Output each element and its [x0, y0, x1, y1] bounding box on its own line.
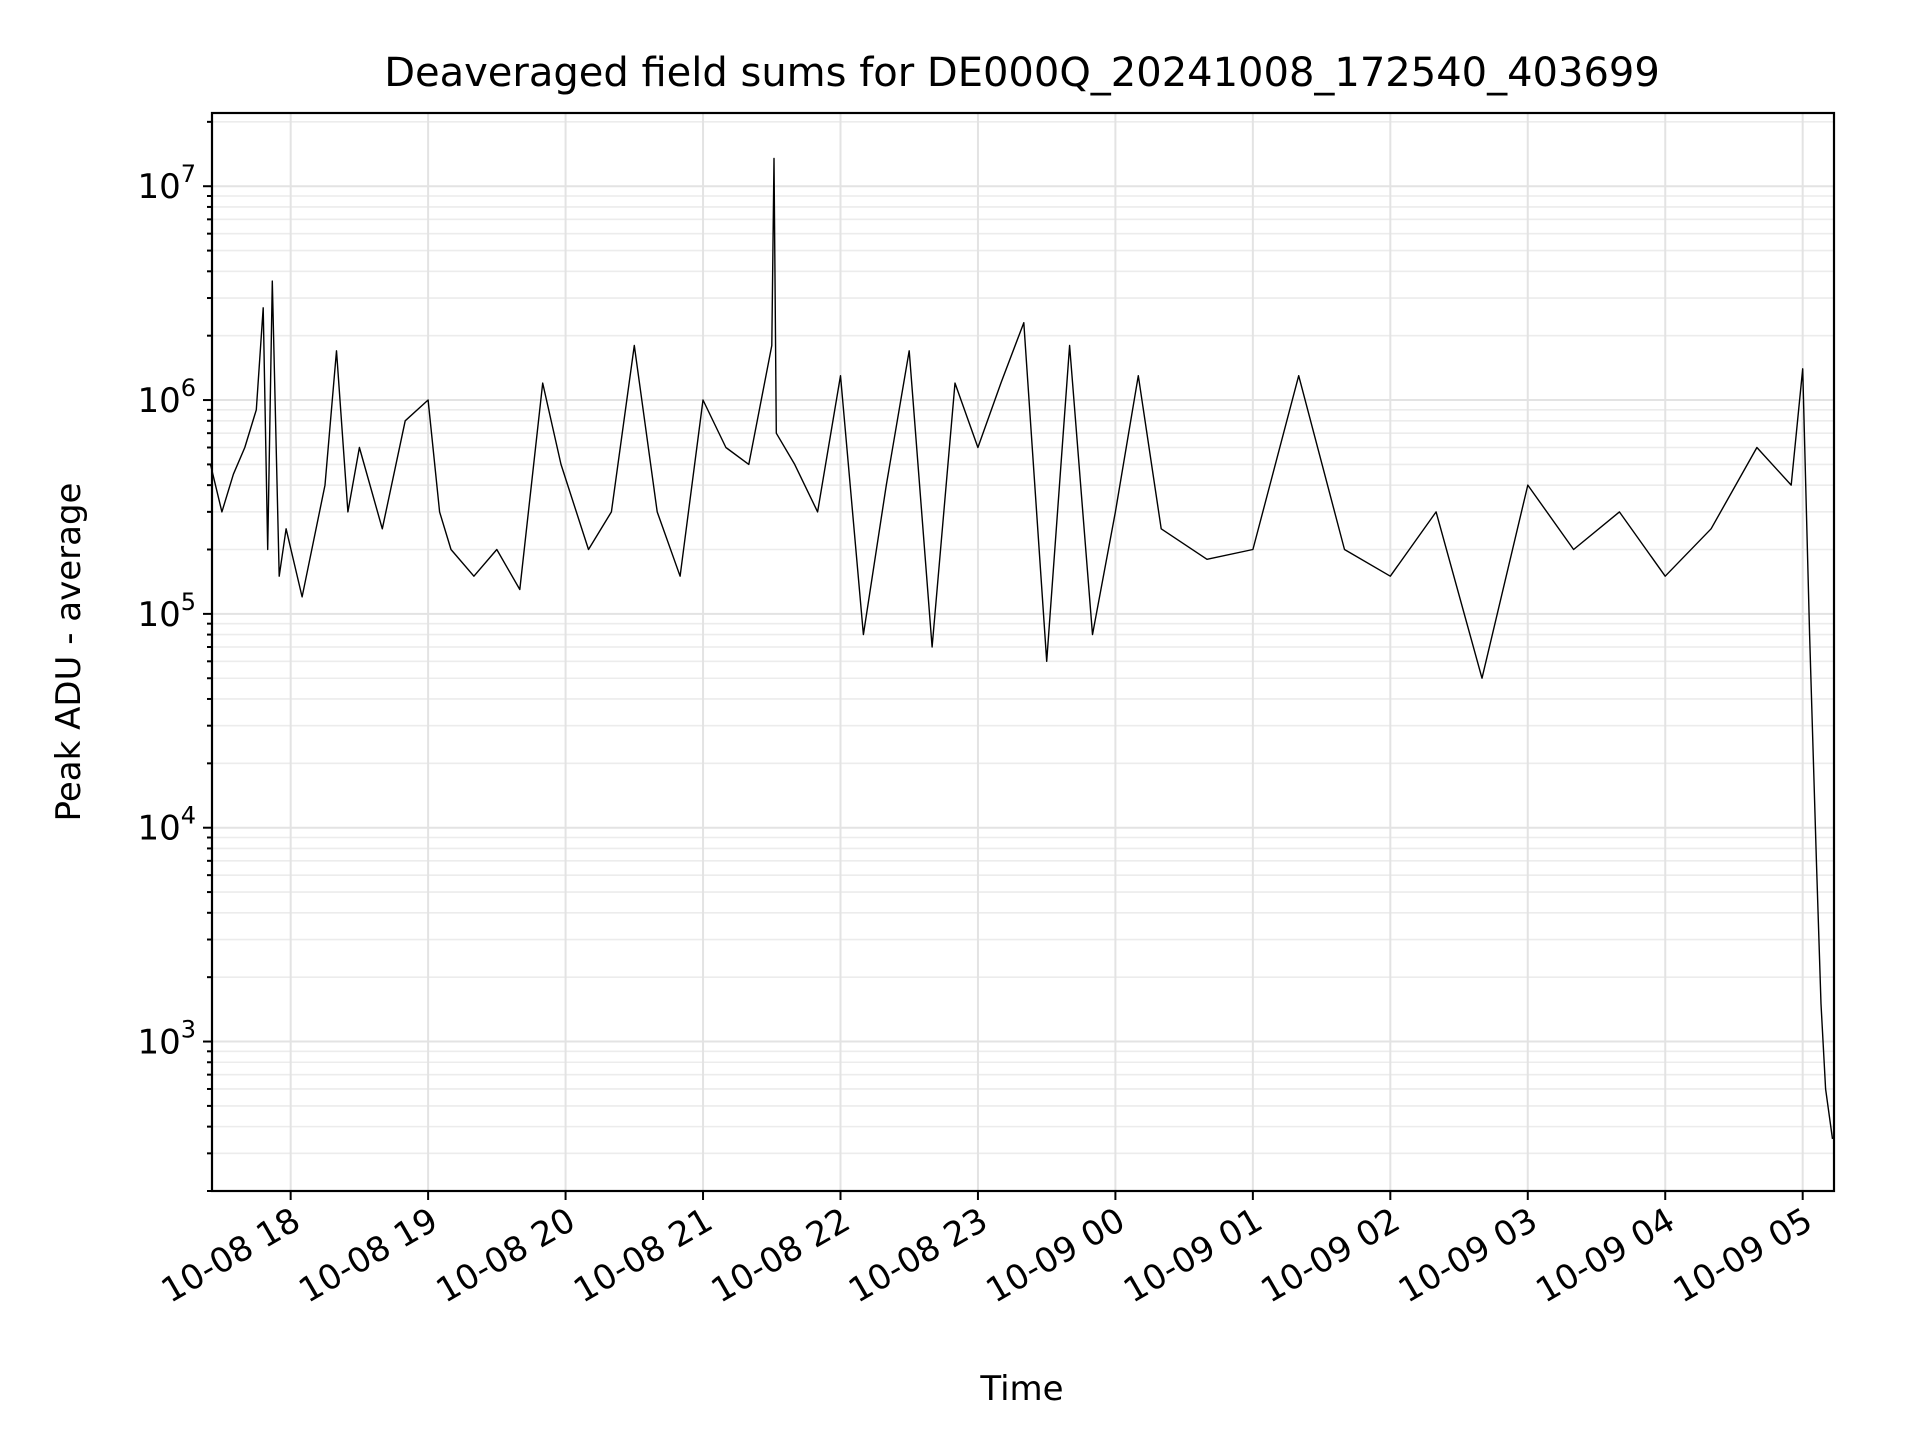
- y-tick-label: 107: [137, 160, 196, 207]
- x-tick-label: 10-08 22: [705, 1200, 857, 1311]
- y-axis: 103 104 105 106 107: [137, 120, 212, 1192]
- grid-lines: [212, 113, 1834, 1192]
- x-tick-label: 10-09 03: [1392, 1200, 1544, 1311]
- x-tick-label: 10-08 18: [155, 1200, 307, 1311]
- x-tick-label: 10-08 23: [842, 1200, 994, 1311]
- y-tick-label: 106: [137, 374, 196, 421]
- x-axis-label: Time: [979, 1369, 1063, 1409]
- x-tick-label: 10-09 00: [980, 1200, 1132, 1311]
- x-tick-label: 10-09 05: [1667, 1200, 1819, 1311]
- chart-title: Deaveraged field sums for DE000Q_2024100…: [384, 50, 1660, 96]
- y-tick-label: 103: [137, 1016, 196, 1063]
- x-tick-label: 10-09 01: [1117, 1200, 1269, 1311]
- x-tick-label: 10-09 02: [1254, 1200, 1406, 1311]
- series-line: [209, 157, 1834, 1140]
- x-tick-label: 10-09 04: [1529, 1200, 1681, 1311]
- y-axis-label: Peak ADU - average: [49, 483, 89, 822]
- plot-frame: [210, 111, 1836, 1193]
- y-tick-label: 105: [137, 588, 196, 635]
- x-tick-label: 10-08 19: [292, 1200, 444, 1311]
- y-tick-label: 104: [137, 802, 196, 849]
- x-tick-label: 10-08 20: [430, 1200, 582, 1311]
- x-tick-label: 10-08 21: [567, 1200, 719, 1311]
